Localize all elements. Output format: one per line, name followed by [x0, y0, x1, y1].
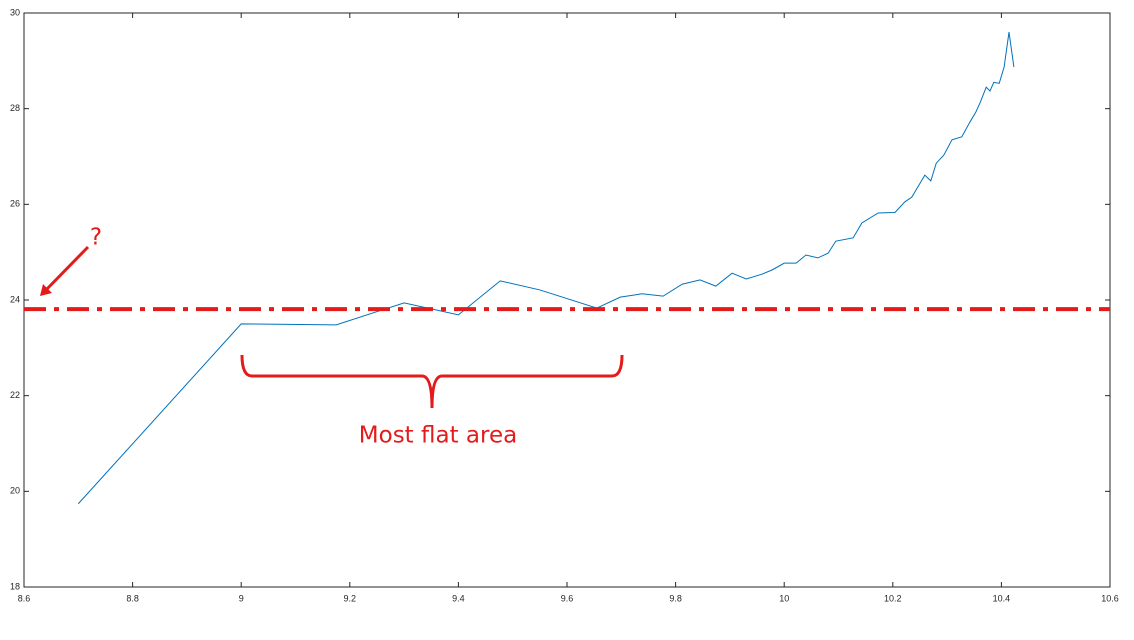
x-tick-label: 9.4: [452, 593, 465, 603]
x-tick-label: 9.6: [561, 593, 574, 603]
x-tick-label: 8.6: [18, 593, 31, 603]
y-tick-label: 30: [10, 7, 20, 17]
arrow: [43, 245, 90, 293]
y-tick-label: 26: [10, 199, 20, 209]
y-tick-label: 22: [10, 390, 20, 400]
arrow-head: [40, 284, 52, 296]
x-tick-label: 9.2: [344, 593, 357, 603]
x-tick-label: 8.8: [126, 593, 139, 603]
plot-box: [23, 12, 1111, 588]
x-tick-label: 9: [239, 593, 244, 603]
y-tick-label: 20: [10, 486, 20, 496]
annotation: Most flat area: [359, 423, 517, 449]
x-tick-label: 10.4: [993, 593, 1011, 603]
x-tick-label: 10.6: [1101, 593, 1119, 603]
brace: [240, 354, 624, 409]
y-tick-label: 28: [10, 103, 20, 113]
data-line: [77, 32, 1015, 505]
x-tick-label: 10: [779, 593, 789, 603]
x-tick-label: 10.2: [884, 593, 902, 603]
y-tick-label: 24: [10, 294, 20, 304]
x-tick-label: 9.8: [669, 593, 682, 603]
annotation: ?: [90, 225, 102, 251]
y-tick-label: 18: [10, 581, 20, 591]
